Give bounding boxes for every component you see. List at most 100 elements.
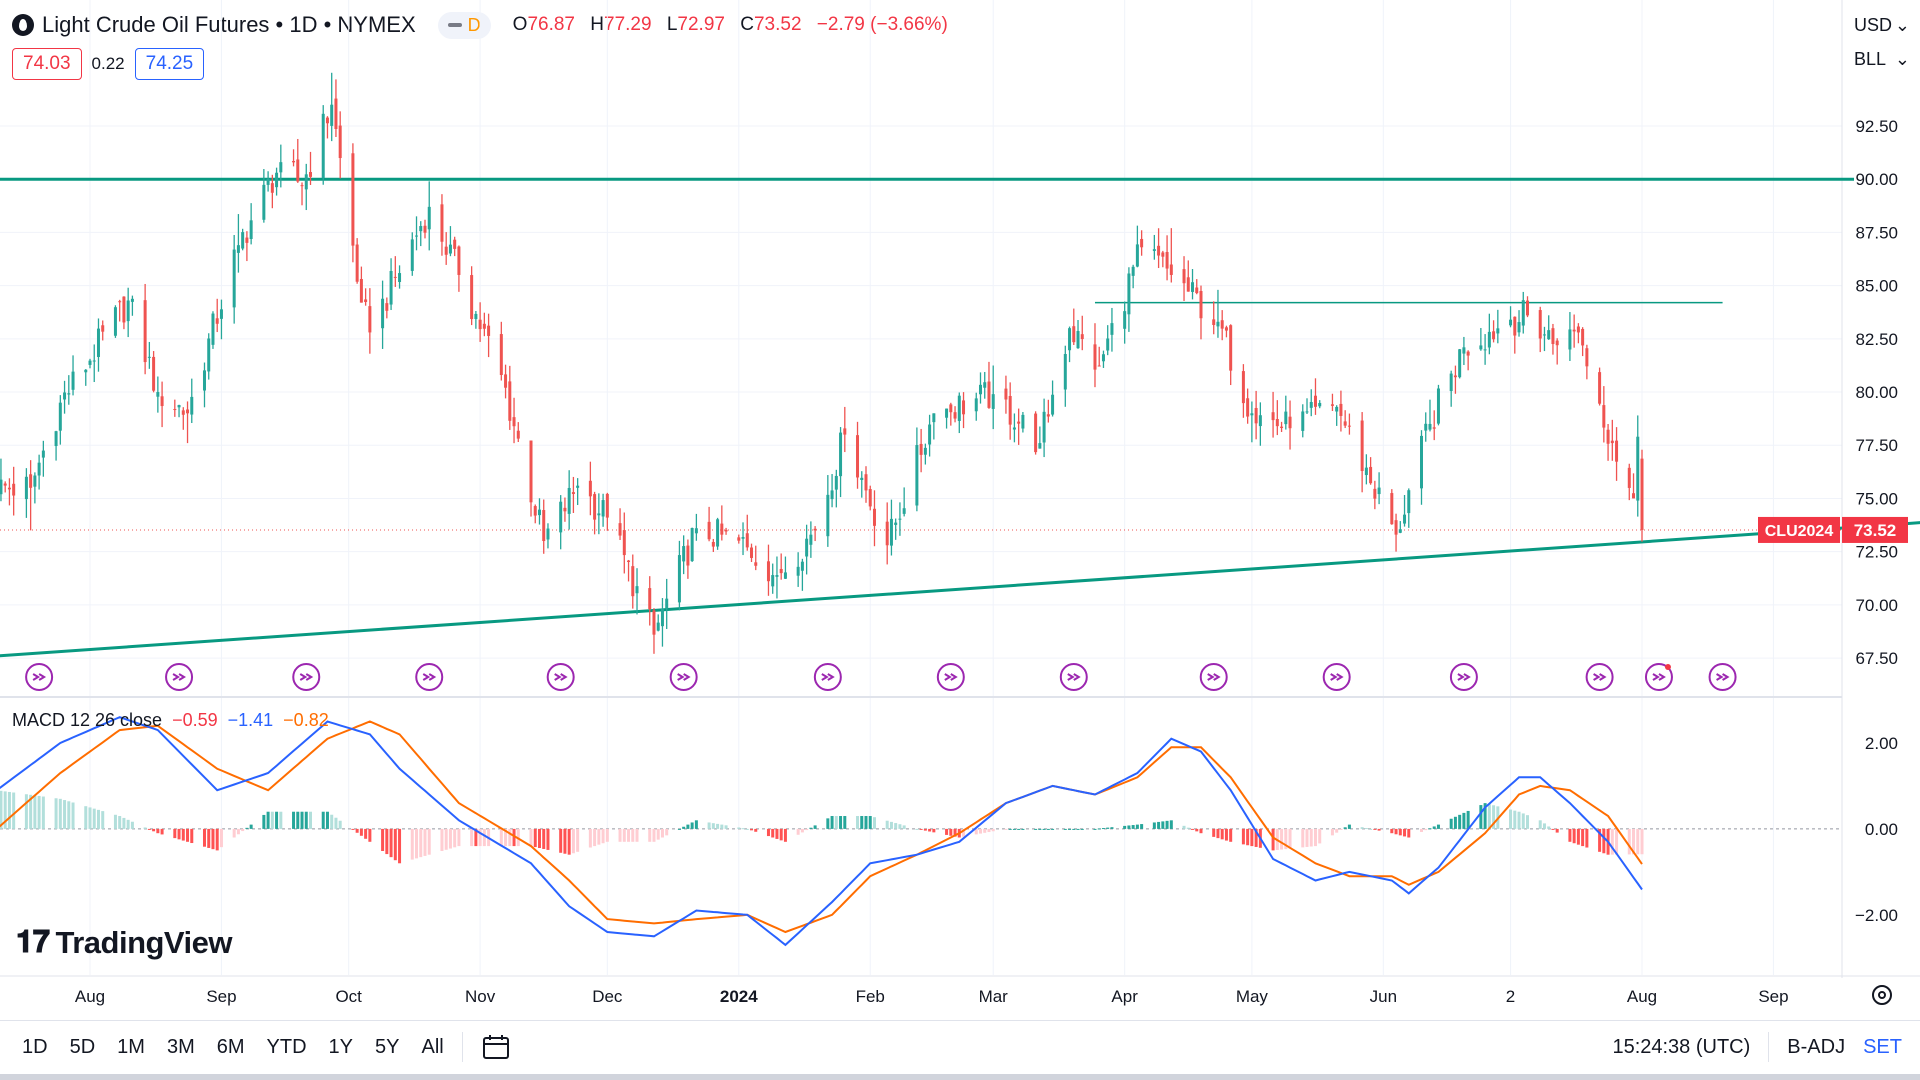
price-chart[interactable]: 67.50 70.00 72.50 75.00 77.50 80.00 82.50 85.00… [0, 0, 1920, 1020]
settlement-toggle[interactable]: SET [1863, 1035, 1902, 1058]
timeframe-1d[interactable]: 1D [22, 1035, 48, 1058]
time-tick-label: Nov [465, 987, 496, 1006]
candle-body [296, 159, 300, 182]
gear-icon[interactable] [1872, 985, 1892, 1005]
timeframe-1m[interactable]: 1M [117, 1035, 145, 1058]
candle-body [29, 474, 33, 488]
candle-body [593, 494, 597, 520]
candle-body [338, 125, 342, 159]
candle-body [1254, 407, 1258, 424]
candle-body [1165, 251, 1169, 269]
macd-histogram-bar [1127, 825, 1131, 829]
macd-histogram-bar [559, 828, 563, 853]
candle-body [1318, 402, 1322, 407]
candle-body [516, 430, 520, 439]
macd-histogram-bar [482, 828, 486, 847]
symbol-title[interactable]: Light Crude Oil Futures • 1D • NYMEX [42, 12, 416, 37]
candle-body [1449, 373, 1453, 392]
candle-body [415, 235, 419, 237]
macd-histogram-bar [834, 816, 838, 829]
macd-histogram-bar [325, 811, 329, 829]
candle-body [953, 412, 957, 419]
rollover-event-icon[interactable] [813, 663, 842, 691]
candle-body [1390, 493, 1394, 525]
calendar-range-icon[interactable] [481, 1032, 511, 1062]
macd-histogram-bar [889, 821, 893, 829]
tradingview-logo[interactable]: 𝟏𝟕 TradingView [16, 924, 233, 961]
timeframe-all[interactable]: All [421, 1035, 444, 1058]
candle-body [567, 487, 571, 514]
rollover-event-icon[interactable] [1708, 663, 1737, 691]
timeframe-6m[interactable]: 6M [216, 1035, 245, 1058]
rollover-event-icon[interactable] [415, 663, 444, 691]
timeframe-1y[interactable]: 1Y [328, 1035, 354, 1058]
candle-body [1403, 514, 1407, 524]
timeframe-5d[interactable]: 5D [69, 1035, 96, 1058]
rollover-event-icon[interactable] [1644, 663, 1673, 691]
rollover-event-icon[interactable] [1059, 663, 1088, 691]
candle-body [499, 334, 503, 375]
timeframe-ytd[interactable]: YTD [266, 1035, 307, 1058]
candle-body [1432, 427, 1436, 429]
adjustment-toggle[interactable]: B-ADJ [1787, 1035, 1846, 1058]
time-tick-label: Sep [1758, 987, 1788, 1006]
candle-body [1229, 325, 1233, 371]
rollover-event-icon[interactable] [546, 663, 575, 691]
macd-histogram-bar [605, 828, 609, 842]
candle-body [694, 528, 698, 534]
macd-histogram-bar [3, 791, 7, 829]
timeframe-3m[interactable]: 3M [166, 1035, 195, 1058]
candle-body [1161, 252, 1165, 257]
macd-histogram-bar [826, 818, 830, 829]
candle-body [605, 493, 609, 518]
candle-body [686, 545, 690, 566]
candle-body [355, 244, 359, 282]
candle-body [885, 521, 889, 546]
candle-body [1521, 300, 1525, 326]
candle-body [470, 275, 474, 320]
rollover-event-icon[interactable] [1322, 663, 1351, 691]
macd-histogram-bar [1012, 828, 1016, 830]
utc-clock[interactable]: 15:24:38 (UTC) [1612, 1035, 1751, 1058]
candle-body [843, 428, 847, 435]
macd-histogram-bar [1364, 828, 1368, 830]
macd-histogram-bar [1632, 828, 1636, 855]
macd-histogram-bar [309, 811, 313, 829]
candle-body [130, 298, 134, 302]
macd-legend[interactable]: MACD 12 26 close −0.59 −1.41 −0.82 [12, 710, 329, 731]
macd-histogram-bar [1585, 828, 1589, 848]
candle-body [1224, 327, 1228, 331]
rollover-event-icon[interactable] [669, 663, 698, 691]
candle-body [745, 533, 749, 548]
unit-dropdown[interactable]: BLL ⌄ [1850, 42, 1910, 76]
macd-histogram-bar [1254, 828, 1258, 847]
market-status-pill[interactable]: D [437, 11, 491, 39]
sell-button[interactable]: 74.03 [12, 48, 82, 80]
rollover-event-icon[interactable] [25, 663, 54, 691]
candle-body [1280, 426, 1284, 428]
bottom-toolbar: 1D 5D 1M 3M 6M YTD 1Y 5Y All 15:24:38 (U… [0, 1020, 1920, 1073]
rollover-event-icon[interactable] [165, 663, 194, 691]
macd-histogram-bar [1627, 828, 1631, 855]
macd-histogram-bar [1131, 825, 1135, 829]
rollover-event-icon[interactable] [1585, 663, 1614, 691]
macd-histogram-bar [1042, 828, 1046, 830]
macd-histogram-bar [351, 828, 355, 830]
rollover-event-icon[interactable] [936, 663, 965, 691]
macd-histogram-bar [830, 816, 834, 829]
rollover-event-icon[interactable] [1199, 663, 1228, 691]
timeframe-5y[interactable]: 5Y [375, 1035, 400, 1058]
horizontal-scrollbar[interactable] [0, 1074, 1920, 1080]
candle-body [1436, 388, 1440, 424]
candle-body [1021, 414, 1025, 429]
rollover-event-icon[interactable] [292, 663, 321, 691]
macd-histogram-bar [631, 828, 635, 842]
macd-histogram-bar [448, 828, 452, 849]
macd-histogram-bar [398, 828, 402, 864]
candle-body [292, 160, 296, 163]
buy-button[interactable]: 74.25 [134, 48, 205, 80]
currency-dropdown[interactable]: USD ⌄ [1850, 8, 1910, 42]
rollover-event-icon[interactable] [1449, 663, 1478, 691]
candle-body [1097, 365, 1101, 367]
macd-histogram-bar [648, 828, 652, 842]
